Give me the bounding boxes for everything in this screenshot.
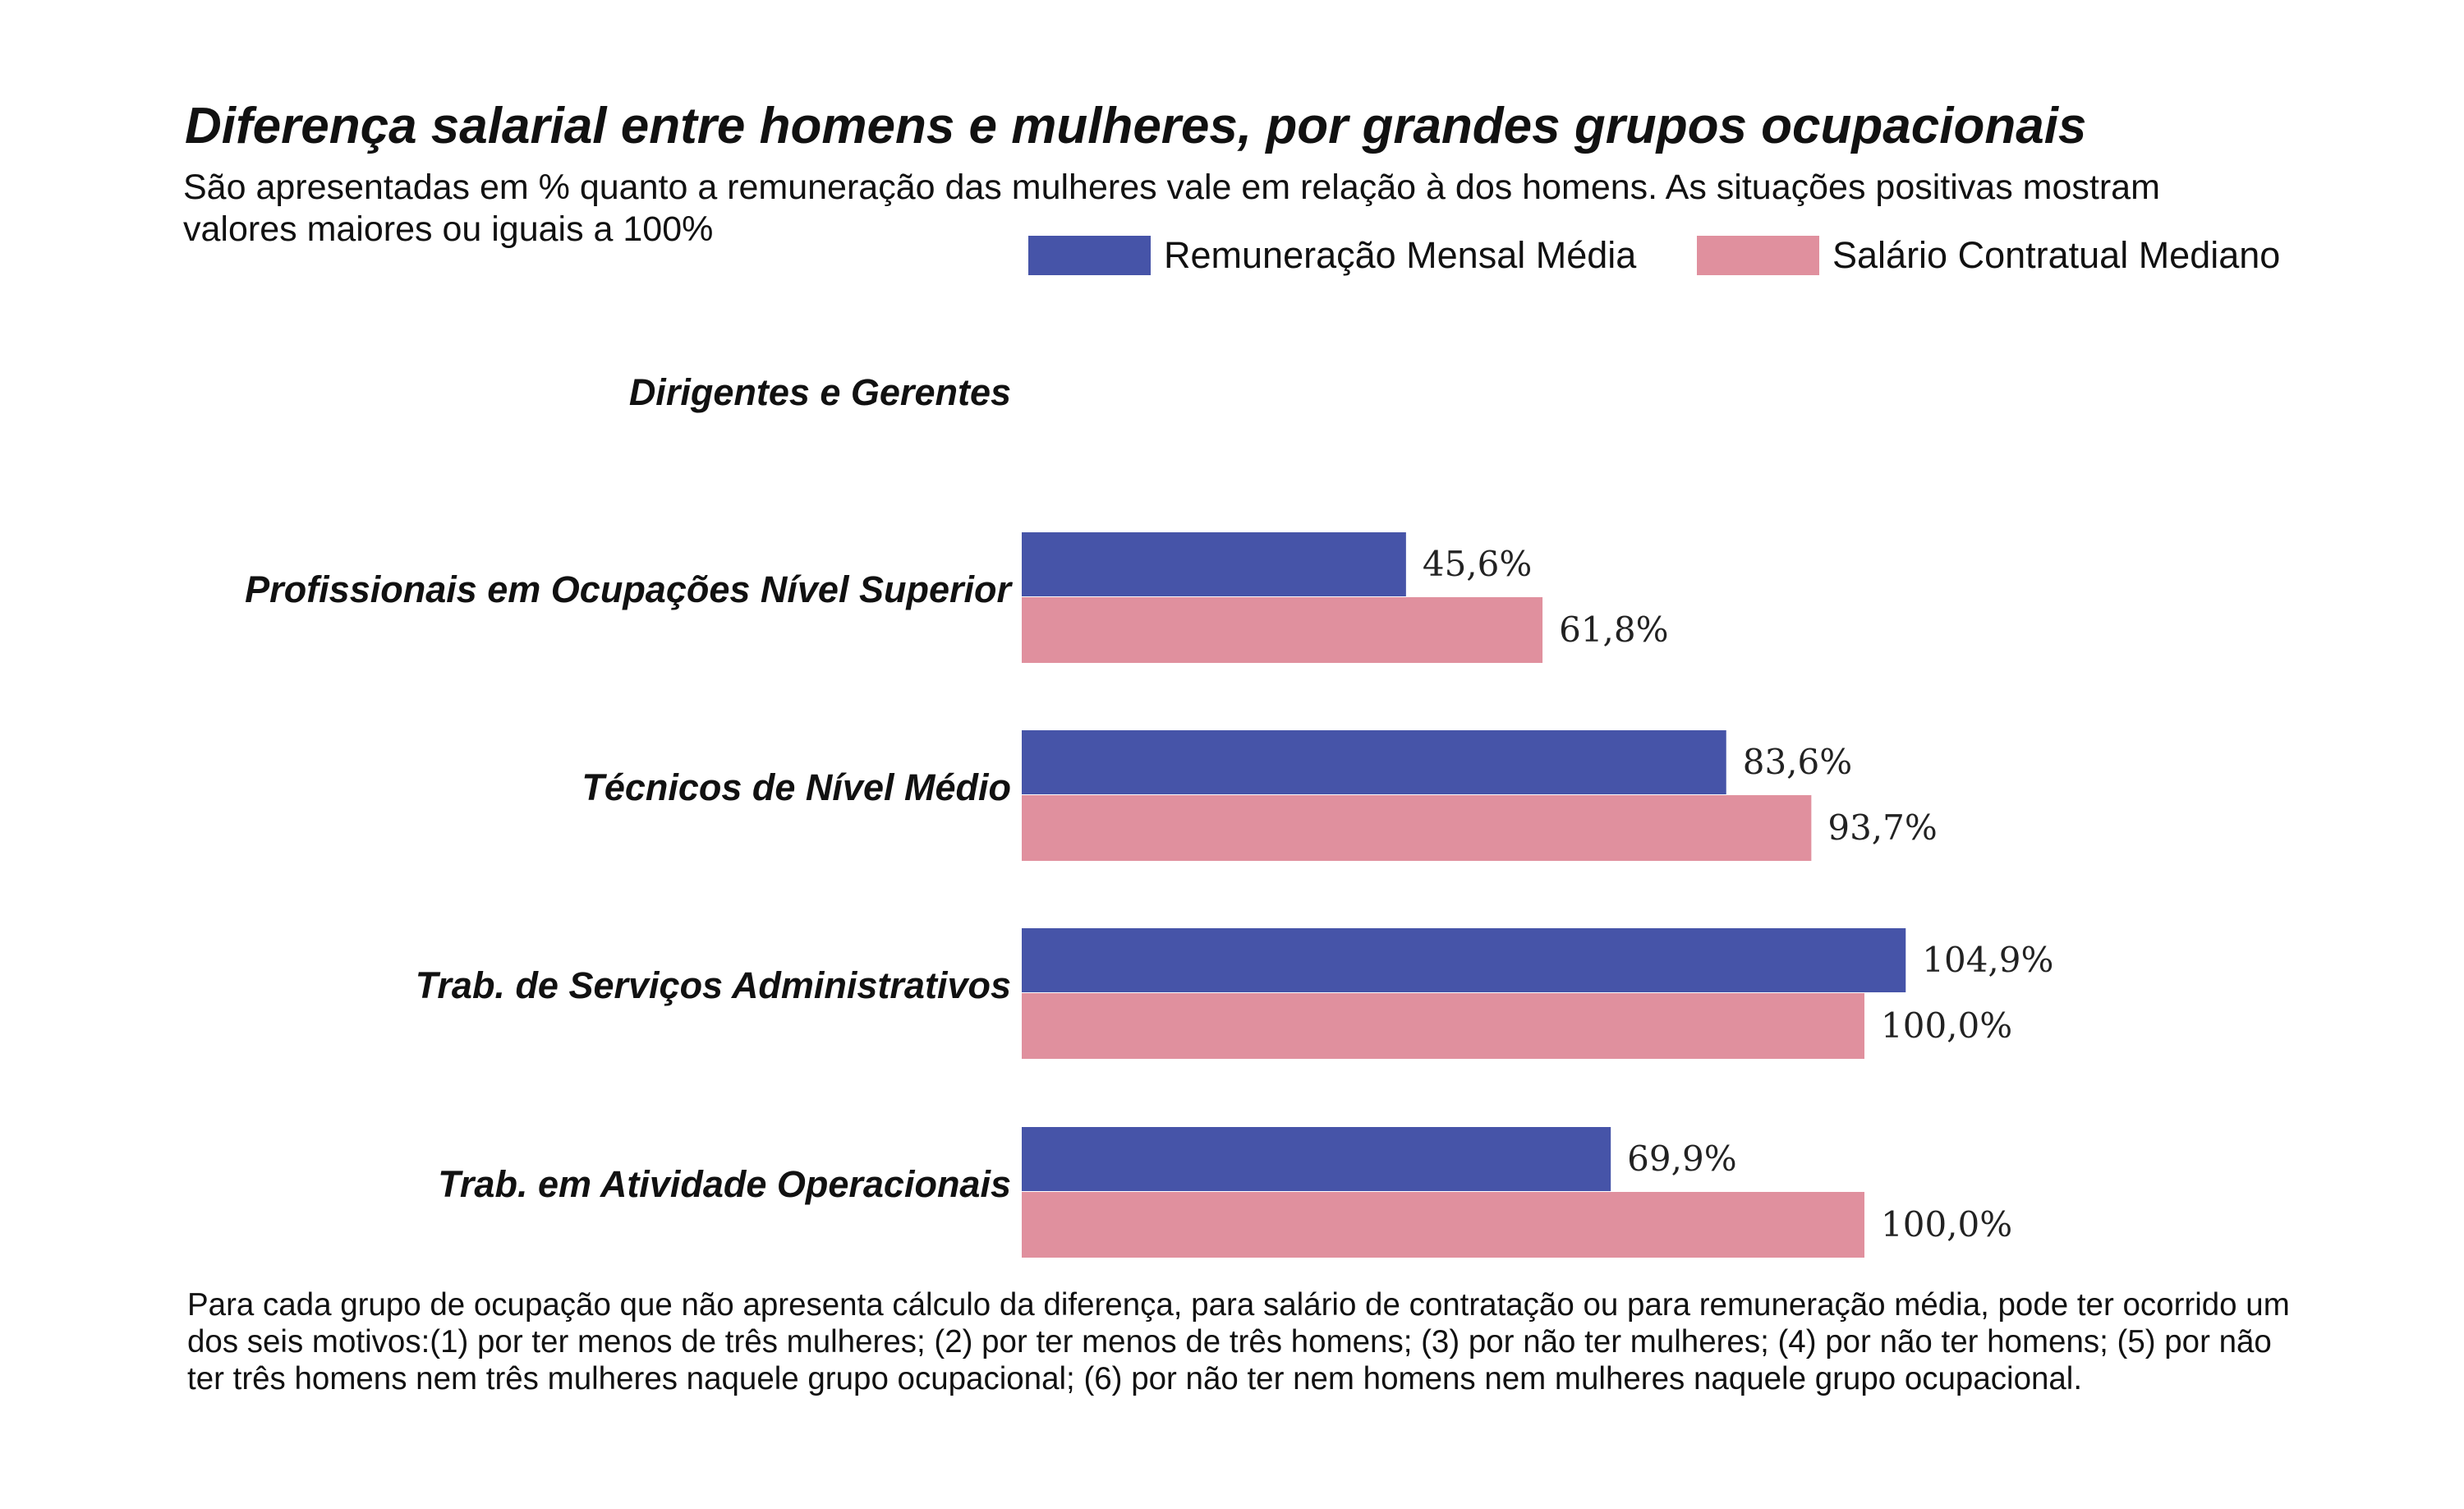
category-label: Trab. em Atividade Operacionais xyxy=(438,1163,1011,1205)
data-label: 100,0% xyxy=(1881,1005,2012,1046)
bar-salario xyxy=(1022,795,1812,861)
legend-item-salario: Salário Contratual Mediano xyxy=(1697,234,2280,277)
legend-item-remuneracao: Remuneração Mensal Média xyxy=(1028,234,1636,277)
chart-title: Diferença salarial entre homens e mulher… xyxy=(185,98,2087,154)
data-label: 61,8% xyxy=(1559,610,1668,650)
bar-remuneracao xyxy=(1022,928,1906,992)
chart-subtitle: São apresentadas em % quanto a remuneraç… xyxy=(183,168,2160,249)
category-label: Profissionais em Ocupações Nível Superio… xyxy=(245,568,1011,610)
category-label: Técnicos de Nível Médio xyxy=(582,766,1011,808)
data-label: 104,9% xyxy=(1922,940,2053,980)
data-label: 69,9% xyxy=(1627,1139,1736,1179)
legend-label: Remuneração Mensal Média xyxy=(1164,234,1637,276)
bar-salario xyxy=(1022,993,1864,1059)
data-label: 100,0% xyxy=(1881,1204,2012,1244)
bar-salario xyxy=(1022,597,1543,663)
data-label: 93,7% xyxy=(1827,807,1937,848)
bar-remuneracao xyxy=(1022,730,1726,794)
data-label: 45,6% xyxy=(1423,544,1532,584)
legend-label: Salário Contratual Mediano xyxy=(1832,234,2281,276)
bar-remuneracao xyxy=(1022,532,1406,596)
category-label: Trab. de Serviços Administrativos xyxy=(415,964,1011,1006)
legend-swatch-pink xyxy=(1697,236,1819,275)
bar-remuneracao xyxy=(1022,1127,1611,1191)
bar-salario xyxy=(1022,1192,1864,1258)
category-label: Dirigentes e Gerentes xyxy=(628,371,1011,413)
legend-swatch-blue xyxy=(1028,236,1151,275)
data-label: 83,6% xyxy=(1743,742,1852,782)
footnote: Para cada grupo de ocupação que não apre… xyxy=(187,1287,2290,1396)
